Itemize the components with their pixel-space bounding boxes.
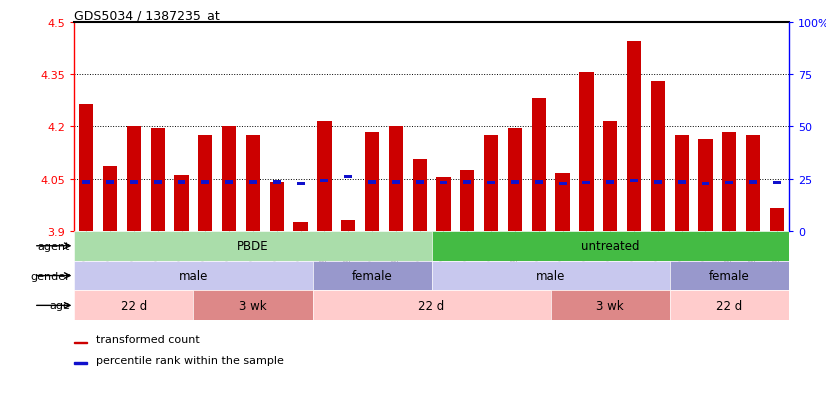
Text: PBDE: PBDE [237,240,268,253]
Text: 22 d: 22 d [716,299,743,312]
Text: 22 d: 22 d [121,299,147,312]
Bar [487,182,495,185]
Bar [654,181,662,184]
Bar [415,181,424,184]
Bar [368,181,376,184]
Bar [74,261,312,291]
Bar [551,291,670,320]
Bar [627,42,641,231]
Bar [130,181,138,184]
Text: age: age [50,301,70,311]
Bar [651,82,665,231]
Text: percentile rank within the sample: percentile rank within the sample [96,355,283,365]
Bar [74,363,88,364]
Text: transformed count: transformed count [96,335,200,344]
Text: GDS5034 / 1387235_at: GDS5034 / 1387235_at [74,9,220,21]
Bar [746,136,760,231]
Bar [508,129,522,231]
Bar [431,231,789,261]
Text: agent: agent [38,241,70,251]
Bar [365,132,379,231]
Bar [701,183,710,186]
Bar [558,183,567,186]
Bar [670,261,789,291]
Bar [511,181,519,184]
Bar [463,181,472,184]
Bar [103,167,117,231]
Bar [582,182,591,185]
Bar [725,182,733,185]
Bar [74,291,193,320]
Bar [675,136,689,231]
Text: female: female [709,269,750,282]
Bar [198,136,212,231]
Bar [439,182,448,185]
Bar [273,181,281,184]
Text: male: male [536,269,565,282]
Bar [222,127,236,231]
Bar [630,179,638,183]
Bar [431,261,670,291]
Text: gender: gender [31,271,70,281]
Text: 22 d: 22 d [419,299,444,312]
Bar [534,181,543,184]
Bar [341,221,355,231]
Bar [484,136,498,231]
Bar [392,181,400,184]
Bar [603,122,617,231]
Bar [320,179,329,183]
Text: untreated: untreated [581,240,639,253]
Bar [106,181,114,184]
Text: male: male [178,269,208,282]
Bar [150,129,165,231]
Bar [293,223,308,231]
Bar [532,99,546,231]
Bar [79,104,93,231]
Text: female: female [352,269,392,282]
Bar [317,122,331,231]
Bar [555,174,570,231]
Bar [436,178,451,231]
Bar [174,176,188,231]
Bar [698,139,713,231]
Bar [579,73,594,231]
Bar [722,132,737,231]
Bar [606,181,615,184]
Bar [193,291,312,320]
Text: 3 wk: 3 wk [596,299,624,312]
Bar [249,181,257,184]
Bar [749,181,757,184]
Bar [246,136,260,231]
Bar [297,183,305,186]
Bar [74,342,88,343]
Bar [312,261,431,291]
Bar [74,231,431,261]
Bar [269,183,284,231]
Bar [389,127,403,231]
Bar [344,176,352,179]
Bar [773,182,781,185]
Text: 3 wk: 3 wk [240,299,267,312]
Bar [154,181,162,184]
Bar [126,127,141,231]
Bar [770,209,784,231]
Bar [178,181,186,184]
Bar [312,291,551,320]
Bar [677,181,686,184]
Bar [225,181,233,184]
Bar [412,160,427,231]
Bar [83,181,90,184]
Bar [670,291,789,320]
Bar [202,181,209,184]
Bar [460,171,474,231]
